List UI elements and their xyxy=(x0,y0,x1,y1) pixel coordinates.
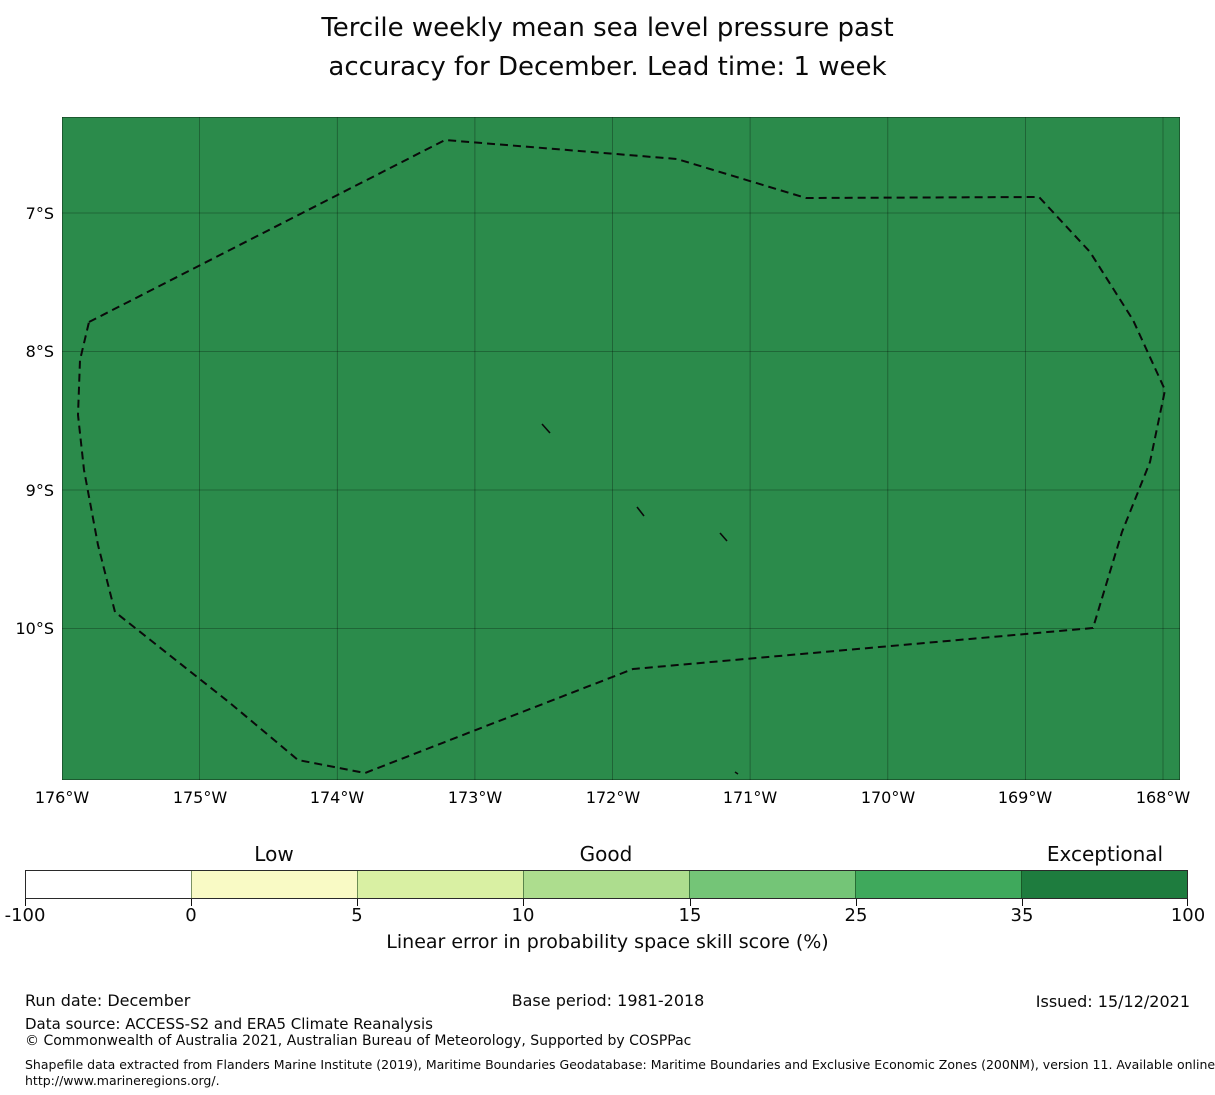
data-source-text: Data source: ACCESS-S2 and ERA5 Climate … xyxy=(25,1015,433,1033)
colorbar-tick xyxy=(357,899,358,906)
cb-tick-neg100: -100 xyxy=(4,905,46,926)
x-tick-174w: 174°W xyxy=(309,788,365,807)
x-tick-172w: 172°W xyxy=(585,788,641,807)
x-tick-175w: 175°W xyxy=(172,788,228,807)
colorbar-tick xyxy=(191,899,192,906)
colorbar-axis-label: Linear error in probability space skill … xyxy=(386,931,829,953)
island-atafu xyxy=(541,423,551,434)
cb-tick-15: 15 xyxy=(678,905,702,926)
shapefile-note-line1: Shapefile data extracted from Flanders M… xyxy=(25,1057,1215,1072)
y-tick-8s: 8°S xyxy=(25,342,54,361)
colorbar-segment-4 xyxy=(523,871,689,898)
cb-tick-10: 10 xyxy=(511,905,535,926)
cb-tick-35: 35 xyxy=(1010,905,1034,926)
y-tick-7s: 7°S xyxy=(25,204,54,223)
cb-tick-25: 25 xyxy=(844,905,868,926)
eez-boundary-dashed xyxy=(76,138,1167,775)
colorbar-tick xyxy=(523,899,524,906)
island-fakaofo xyxy=(719,532,728,542)
shapefile-note-line2: http://www.marineregions.org/. xyxy=(25,1073,220,1088)
x-tick-171w: 171°W xyxy=(722,788,778,807)
colorbar-tick xyxy=(1022,899,1023,906)
y-tick-9s: 9°S xyxy=(25,481,54,500)
quality-label-low: Low xyxy=(254,842,294,866)
quality-label-good: Good xyxy=(579,842,633,866)
colorbar-segment-6 xyxy=(855,871,1021,898)
x-tick-176w: 176°W xyxy=(34,788,90,807)
colorbar xyxy=(25,870,1188,899)
y-tick-10s: 10°S xyxy=(15,619,54,638)
colorbar-tick xyxy=(856,899,857,906)
colorbar-tick xyxy=(1187,899,1188,906)
cb-tick-0: 0 xyxy=(185,905,197,926)
map-plot-area xyxy=(62,117,1180,780)
island-swains xyxy=(734,771,739,775)
gridlines xyxy=(62,117,1180,780)
map-background xyxy=(62,117,1180,780)
cb-tick-5: 5 xyxy=(351,905,363,926)
island-coastlines xyxy=(541,423,739,775)
colorbar-segment-7 xyxy=(1021,871,1187,898)
x-tick-168w: 168°W xyxy=(1135,788,1191,807)
island-nukunonu xyxy=(636,506,645,517)
colorbar-segment-3 xyxy=(357,871,523,898)
colorbar-segment-5 xyxy=(689,871,855,898)
x-tick-170w: 170°W xyxy=(860,788,916,807)
colorbar-tick xyxy=(25,899,26,906)
chart-title-line1: Tercile weekly mean sea level pressure p… xyxy=(321,13,894,43)
run-date-text: Run date: December xyxy=(25,991,191,1010)
x-tick-169w: 169°W xyxy=(997,788,1053,807)
copyright-text: © Commonwealth of Australia 2021, Austra… xyxy=(25,1033,692,1049)
cb-tick-100: 100 xyxy=(1170,905,1206,926)
base-period-text: Base period: 1981-2018 xyxy=(511,991,705,1010)
chart-title-line2: accuracy for December. Lead time: 1 week xyxy=(328,52,887,82)
colorbar-tick xyxy=(690,899,691,906)
x-tick-173w: 173°W xyxy=(447,788,503,807)
colorbar-segment-1 xyxy=(26,871,191,898)
issued-date-text: Issued: 15/12/2021 xyxy=(1035,992,1190,1011)
quality-label-exceptional: Exceptional xyxy=(1046,842,1164,866)
colorbar-segment-2 xyxy=(191,871,357,898)
